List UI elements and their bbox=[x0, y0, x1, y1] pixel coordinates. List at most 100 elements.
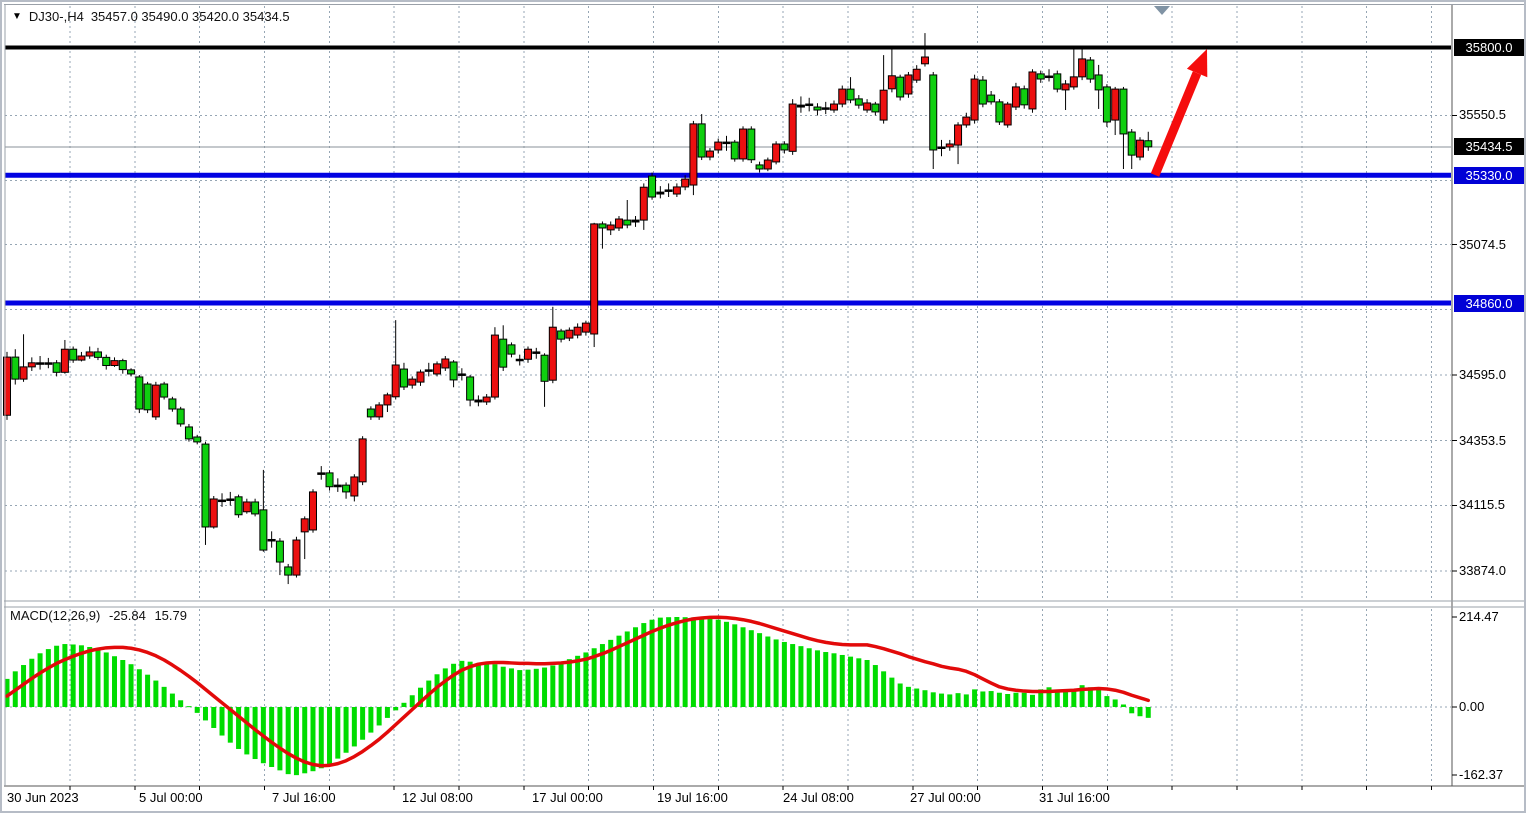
candle-body bbox=[1094, 74, 1103, 91]
macd-bar bbox=[608, 639, 614, 707]
macd-bar bbox=[575, 655, 581, 707]
macd-bar bbox=[1054, 690, 1060, 707]
macd-bar bbox=[384, 707, 390, 718]
candle-body bbox=[730, 141, 739, 160]
macd-bar bbox=[351, 707, 357, 747]
support-line[interactable] bbox=[5, 172, 1451, 178]
price-axis-label: 34353.5 bbox=[1459, 432, 1506, 448]
candle-body bbox=[1045, 75, 1054, 79]
candle-body bbox=[606, 224, 615, 231]
up-arrow-head[interactable] bbox=[1186, 49, 1208, 78]
candle-body bbox=[672, 186, 681, 195]
macd-bar bbox=[889, 677, 895, 707]
macd-name: MACD(12,26,9) bbox=[10, 608, 101, 623]
macd-bar bbox=[95, 649, 101, 707]
macd-bar bbox=[757, 633, 763, 707]
candle-body bbox=[1102, 86, 1111, 123]
candle-body bbox=[863, 102, 872, 111]
candle-body bbox=[631, 219, 640, 223]
arrow-layer[interactable] bbox=[1150, 49, 1208, 177]
support-line[interactable] bbox=[5, 300, 1451, 306]
macd-bar bbox=[765, 636, 771, 707]
symbol-dropdown-icon[interactable]: ▼ bbox=[12, 11, 22, 22]
level-lines-layer[interactable] bbox=[5, 45, 1451, 306]
candle-body bbox=[532, 351, 541, 354]
candle-body bbox=[69, 348, 78, 361]
candle-body bbox=[292, 539, 301, 576]
macd-bar bbox=[1029, 694, 1035, 707]
candle-body bbox=[160, 383, 169, 398]
macd-bar bbox=[947, 694, 953, 707]
macd-bar bbox=[120, 660, 126, 707]
macd-bar bbox=[897, 683, 903, 707]
candle-body bbox=[755, 164, 764, 170]
candle-body bbox=[135, 376, 144, 410]
candle-body bbox=[52, 362, 61, 373]
up-arrow-shaft[interactable] bbox=[1150, 71, 1202, 177]
macd-bar bbox=[690, 617, 696, 707]
candle-body bbox=[796, 104, 805, 108]
candle-body bbox=[1069, 76, 1078, 88]
candle-body bbox=[176, 408, 185, 425]
macd-bar bbox=[54, 645, 60, 707]
candle-body bbox=[251, 501, 260, 515]
macd-axis-label: -162.37 bbox=[1459, 767, 1504, 782]
macd-bar bbox=[434, 674, 440, 707]
candle-body bbox=[805, 103, 814, 107]
candle-body bbox=[490, 334, 499, 398]
macd-bar bbox=[922, 690, 928, 707]
macd-bar bbox=[1137, 707, 1143, 717]
macd-bar bbox=[666, 617, 672, 707]
candle-body bbox=[540, 354, 549, 382]
candle-body bbox=[1135, 139, 1144, 158]
macd-bar bbox=[1129, 707, 1135, 714]
macd-bar bbox=[343, 707, 349, 753]
resistance-line[interactable] bbox=[5, 45, 1451, 50]
macd-bar bbox=[211, 707, 217, 728]
macd-bar bbox=[682, 617, 688, 707]
macd-bar bbox=[1079, 685, 1085, 707]
macd-bar bbox=[252, 707, 258, 760]
candle-body bbox=[557, 330, 566, 340]
time-axis-label: 19 Jul 16:00 bbox=[657, 790, 728, 805]
candle-body bbox=[399, 368, 408, 388]
time-axis-label: 5 Jul 00:00 bbox=[139, 790, 203, 805]
candle-body bbox=[466, 376, 475, 401]
price-axis-label: 34595.0 bbox=[1459, 367, 1506, 383]
macd-bar bbox=[748, 630, 754, 707]
candle-body bbox=[664, 189, 673, 192]
candle-body bbox=[937, 146, 946, 149]
macd-bar bbox=[244, 707, 250, 755]
candle-body bbox=[375, 404, 384, 418]
macd-bar bbox=[318, 707, 324, 769]
candle-body bbox=[391, 364, 400, 398]
candle-body bbox=[350, 476, 359, 497]
macd-bar bbox=[418, 687, 423, 707]
candle-body bbox=[19, 366, 28, 380]
macd-bar bbox=[393, 707, 399, 711]
candle-body bbox=[1028, 71, 1037, 110]
candle-body bbox=[424, 369, 433, 372]
candle-body bbox=[1003, 103, 1012, 126]
macd-bar bbox=[848, 656, 854, 707]
candle-body bbox=[854, 98, 863, 106]
time-axis-label: 7 Jul 16:00 bbox=[272, 790, 336, 805]
macd-bar bbox=[781, 641, 787, 707]
macd-bar bbox=[484, 663, 490, 707]
macd-bar bbox=[112, 656, 118, 707]
macd-bar bbox=[707, 618, 713, 707]
macd-bar bbox=[1046, 687, 1052, 707]
candle-body bbox=[267, 538, 276, 542]
candle-body bbox=[151, 384, 160, 418]
macd-axis-label: 0.00 bbox=[1459, 699, 1485, 714]
macd-bar bbox=[194, 707, 200, 713]
candle-body bbox=[11, 356, 20, 380]
candle-body bbox=[408, 378, 417, 386]
candle-body bbox=[1078, 58, 1087, 78]
candle-body bbox=[499, 338, 508, 368]
candle-body bbox=[193, 436, 202, 443]
macd-bar bbox=[905, 686, 911, 707]
candle-body bbox=[93, 351, 102, 358]
macd-bar bbox=[988, 691, 994, 707]
